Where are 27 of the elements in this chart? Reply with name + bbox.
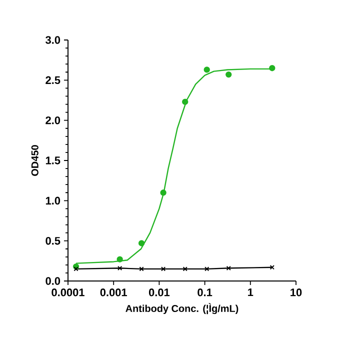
y-axis-title: OD450 <box>31 145 38 176</box>
point <box>138 240 145 246</box>
point <box>204 66 210 73</box>
point <box>182 266 188 272</box>
x-tick-label: 10 <box>290 288 302 296</box>
x-tick-label: 0.01 <box>148 288 170 296</box>
x-tick-label: 1 <box>248 288 254 296</box>
x-axis-title: Antibody Conc. (¦Ìg/mL) <box>126 303 238 314</box>
point <box>160 190 166 196</box>
point <box>204 266 210 272</box>
y-tick-label: 3.0 <box>46 36 60 44</box>
point <box>116 256 123 262</box>
y-tick-label: 1.0 <box>46 196 60 205</box>
point <box>226 71 232 78</box>
y-tick-label: 2.5 <box>46 76 60 84</box>
y-tick-label: 0.0 <box>46 277 60 285</box>
point <box>160 266 166 272</box>
x-tick-label: 0.1 <box>198 288 212 296</box>
point <box>182 98 188 105</box>
x-tick-label: 0.0001 <box>52 288 84 296</box>
point <box>226 266 231 270</box>
point <box>139 266 144 272</box>
y-tick-label: 1.5 <box>46 156 60 164</box>
x-tick-label: 0.001 <box>100 288 127 296</box>
point <box>118 266 122 270</box>
y-tick-label: 0.5 <box>46 236 60 245</box>
y-tick-label: 2.0 <box>46 116 60 124</box>
